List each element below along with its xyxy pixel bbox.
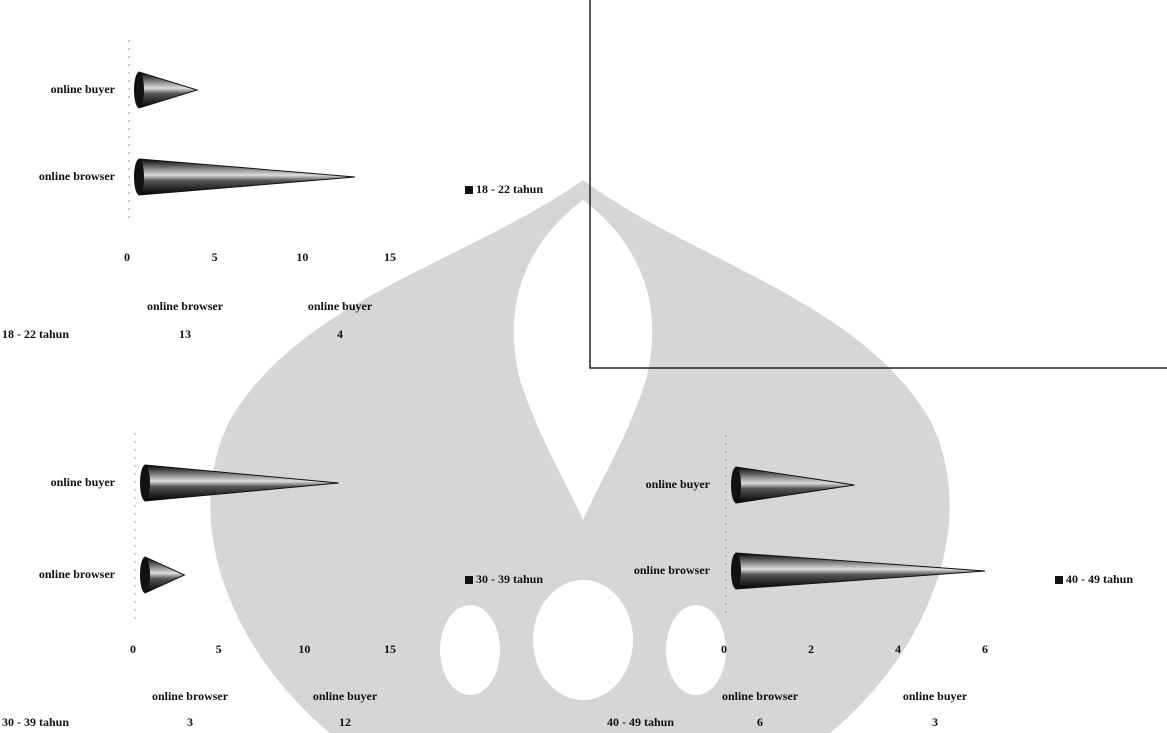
y-category-label: online browser — [634, 563, 711, 577]
x-tick-label: 6 — [982, 642, 988, 656]
table-header: online browser — [147, 299, 224, 313]
x-tick-label: 10 — [296, 250, 308, 264]
x-tick-label: 0 — [124, 250, 130, 264]
cone-base — [134, 159, 144, 195]
cone-bar — [139, 159, 355, 195]
x-tick-label: 5 — [216, 642, 222, 656]
legend-swatch — [465, 576, 473, 584]
y-category-label: online buyer — [51, 82, 116, 96]
x-tick-label: 15 — [384, 250, 396, 264]
cone-base — [140, 465, 150, 501]
legend-swatch — [1055, 576, 1063, 584]
legend-swatch — [465, 186, 473, 194]
table-header: online browser — [152, 689, 229, 703]
watermark — [210, 180, 949, 733]
y-category-label: online buyer — [51, 475, 116, 489]
legend-label: 18 - 22 tahun — [476, 182, 543, 196]
table-value: 3 — [932, 715, 938, 729]
cone-base — [731, 467, 741, 503]
cone-base — [134, 72, 144, 108]
cone-base — [140, 557, 150, 593]
table-value: 12 — [339, 715, 351, 729]
x-tick-label: 4 — [895, 642, 901, 656]
y-category-label: online buyer — [646, 477, 711, 491]
x-tick-label: 15 — [384, 642, 396, 656]
cone-bar — [139, 72, 197, 108]
x-tick-label: 2 — [808, 642, 814, 656]
table-value: 6 — [757, 715, 763, 729]
x-tick-label: 10 — [298, 642, 310, 656]
table-header: online buyer — [313, 689, 378, 703]
legend-label: 30 - 39 tahun — [476, 572, 543, 586]
cone-bar — [145, 557, 184, 593]
x-tick-label: 5 — [212, 250, 218, 264]
table-row-label: 30 - 39 tahun — [2, 715, 69, 729]
y-category-label: online browser — [39, 169, 116, 183]
legend-label: 40 - 49 tahun — [1066, 572, 1133, 586]
table-row-label: 18 - 22 tahun — [2, 327, 69, 341]
page: 0 5 10 15 online browser online browser online… — [0, 0, 1167, 733]
table-value: 13 — [179, 327, 191, 341]
table-value: 3 — [187, 715, 193, 729]
table-row-label: 40 - 49 tahun — [607, 715, 674, 729]
x-tick-label: 0 — [130, 642, 136, 656]
table-header: online browser — [722, 689, 799, 703]
table-header: online buyer — [903, 689, 968, 703]
table-value: 4 — [337, 327, 343, 341]
table-header: online buyer — [308, 299, 373, 313]
x-tick-label: 0 — [721, 642, 727, 656]
y-category-label: online browser — [39, 567, 116, 581]
cone-base — [731, 553, 741, 589]
